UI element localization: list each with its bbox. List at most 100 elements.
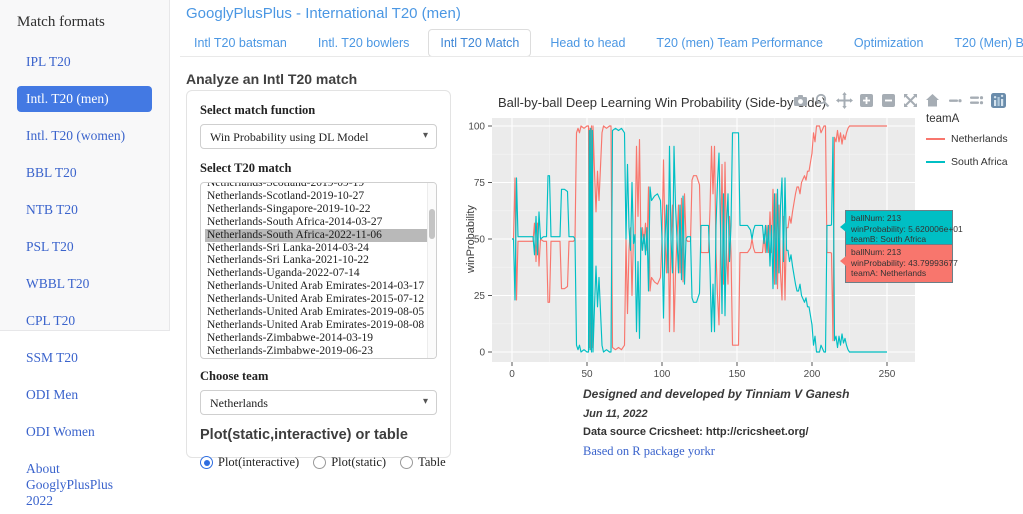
team-value: Netherlands	[210, 396, 268, 410]
hover-compare-icon[interactable]	[968, 92, 985, 109]
output-mode-heading: Plot(static,interactive) or table	[200, 427, 408, 443]
series-line-netherlands	[512, 125, 887, 351]
plot-panel	[492, 118, 915, 362]
tab-underline	[180, 56, 1023, 57]
camera-icon[interactable]	[792, 92, 809, 109]
list-item[interactable]: Netherlands-United Arab Emirates-2015-07…	[207, 293, 425, 306]
match-function-value: Win Probability using DL Model	[210, 130, 369, 144]
zoom-in-icon[interactable]	[858, 92, 875, 109]
sidebar-item-wbbl-t20[interactable]: WBBL T20	[26, 276, 90, 291]
legend-line-swatch	[926, 161, 945, 163]
list-item[interactable]: Netherlands-United Arab Emirates-2019-08…	[207, 306, 425, 319]
match-select-label: Select T20 match	[200, 161, 292, 175]
tab-intl-t20-bowlers[interactable]: Intl. T20 bowlers	[317, 36, 410, 50]
list-item[interactable]: Netherlands-Zimbabwe-2014-03-19	[207, 331, 374, 344]
footer-data-source: Data source Cricsheet: http://cricsheet.…	[583, 426, 809, 438]
radio-icon	[200, 456, 213, 469]
radio-icon	[400, 456, 414, 469]
win-probability-chart: 0501001502002500255075100ballNumwinProba…	[465, 112, 920, 396]
list-item[interactable]: Netherlands-United Arab Emirates-2019-08…	[207, 318, 425, 331]
footer-yorkr-link[interactable]: Based on R package yorkr	[583, 444, 715, 458]
zoom-out-icon[interactable]	[880, 92, 897, 109]
page-title: GooglyPlusPlus - International T20 (men)	[186, 5, 461, 22]
radio-label: Table	[418, 455, 446, 469]
sidebar-item-odi-women[interactable]: ODI Women	[26, 424, 95, 439]
svg-text:50: 50	[474, 235, 486, 246]
tab-t20-men-team-performance[interactable]: T20 (men) Team Performance	[656, 36, 823, 50]
list-item[interactable]: Netherlands-Scotland-2019-10-27	[207, 189, 365, 202]
autoscale-icon[interactable]	[902, 92, 919, 109]
footer-date: Jun 11, 2022	[583, 408, 648, 420]
tab-t20-men-batting-performance[interactable]: T20 (Men) Batting Performance	[954, 36, 1023, 50]
listbox-scrollbar[interactable]	[427, 183, 436, 358]
chart-legend: teamA Netherlands South Africa	[926, 113, 1008, 179]
list-item[interactable]: Netherlands-South Africa-2022-11-06	[205, 228, 433, 242]
list-item[interactable]: Netherlands-Zimbabwe-2019-06-23	[207, 344, 374, 357]
zoom-icon[interactable]	[814, 92, 831, 109]
listbox-scrollbar-thumb[interactable]	[429, 209, 435, 239]
legend-entry-netherlands[interactable]: Netherlands	[926, 133, 1008, 145]
list-item[interactable]: Netherlands-Sri Lanka-2014-03-24	[207, 241, 369, 254]
sidebar-item-bbl-t20[interactable]: BBL T20	[26, 165, 77, 180]
tab-bar: Intl T20 batsman Intl. T20 bowlers Intl T2…	[182, 29, 1023, 57]
tab-optimization[interactable]: Optimization	[853, 36, 924, 50]
series-line-south-africa	[512, 127, 887, 353]
tooltip-line: ballNum: 213	[851, 247, 902, 257]
match-function-select[interactable]: Win Probability using DL Model ▾	[200, 124, 437, 149]
sidebar-title: Match formats	[17, 14, 105, 30]
sidebar-item-odi-men[interactable]: ODI Men	[26, 387, 79, 402]
radio-table[interactable]: Table	[400, 455, 446, 470]
radio-label: Plot(interactive)	[218, 455, 300, 469]
output-mode-radios: Plot(interactive) Plot(static) Table	[200, 455, 446, 470]
team-label: Choose team	[200, 369, 269, 383]
reset-axes-icon[interactable]	[924, 92, 941, 109]
analyze-heading: Analyze an Intl T20 match	[186, 71, 358, 87]
sidebar: Match formats IPL T20 Intl. T20 (men) Intl…	[0, 0, 170, 508]
sidebar-item-ssm-t20[interactable]: SSM T20	[26, 350, 78, 365]
svg-text:0: 0	[479, 348, 485, 359]
chart-plot-area: 0501001502002500255075100ballNumwinProba…	[465, 118, 915, 396]
tooltip-arrow	[840, 222, 846, 232]
sidebar-items: IPL T20 Intl. T20 (men) Intl. T20 (women) B…	[17, 49, 152, 514]
list-item[interactable]: Netherlands-Sri Lanka-2021-10-22	[207, 254, 369, 267]
svg-text:50: 50	[581, 369, 593, 380]
sidebar-item-ntb-t20[interactable]: NTB T20	[26, 202, 78, 217]
list-item[interactable]: Netherlands-United Arab Emirates-2014-03…	[207, 280, 425, 293]
chart-footer: Designed and developed by Tinniam V Gane…	[583, 387, 850, 459]
svg-text:75: 75	[474, 178, 486, 189]
match-listbox[interactable]: Netherlands-Scotland-2019-09-19 Netherlan…	[200, 182, 437, 359]
hover-closest-icon[interactable]	[946, 92, 963, 109]
sidebar-item-about-googlyplusplus-2022[interactable]: About GooglyPlusPlus 2022	[26, 461, 114, 508]
sidebar-item-cpl-t20[interactable]: CPL T20	[26, 313, 76, 328]
tab-intl-t20-batsman[interactable]: Intl T20 batsman	[194, 36, 287, 50]
radio-plot-interactive-[interactable]: Plot(interactive)	[200, 455, 299, 470]
match-function-label: Select match function	[200, 103, 316, 117]
svg-text:25: 25	[474, 291, 486, 302]
list-item[interactable]: Netherlands-Uganda-2022-07-14	[207, 267, 360, 280]
radio-label: Plot(static)	[331, 455, 387, 469]
pan-icon[interactable]	[836, 92, 853, 109]
list-item[interactable]: Netherlands-Singapore-2019-10-22	[207, 202, 371, 215]
list-item[interactable]: Netherlands-South Africa-2014-03-27	[207, 215, 383, 228]
legend-line-swatch	[926, 138, 945, 140]
legend-label: South Africa	[951, 156, 1008, 168]
plotly-logo-icon[interactable]	[990, 92, 1007, 109]
match-list: Netherlands-Scotland-2019-09-19 Netherlan…	[201, 182, 436, 359]
tooltip-line: teamA: Netherlands	[851, 268, 927, 278]
list-item[interactable]: Netherlands-Scotland-2019-09-19	[207, 182, 365, 189]
tab-head-to-head[interactable]: Head to head	[550, 36, 626, 50]
team-select[interactable]: Netherlands ▾	[200, 390, 437, 415]
control-card: Select match function Win Probability us…	[186, 90, 451, 469]
sidebar-item-psl-t20[interactable]: PSL T20	[26, 239, 74, 254]
tooltip-arrow	[840, 256, 846, 266]
sidebar-item-ipl-t20[interactable]: IPL T20	[26, 54, 71, 69]
chart-tooltip: ballNum: 213 winProbability: 43.79993677 t…	[840, 244, 958, 283]
radio-plot-static-[interactable]: Plot(static)	[313, 455, 386, 470]
list-item[interactable]: Netherlands-Zimbabwe-2019-06-25	[205, 358, 433, 359]
sidebar-item-intl-t20-women-[interactable]: Intl. T20 (women)	[26, 128, 126, 143]
legend-entry-south-africa[interactable]: South Africa	[926, 156, 1008, 168]
chevron-down-icon: ▾	[422, 130, 428, 141]
chart-tooltip: ballNum: 213 winProbability: 5.620006e+01…	[840, 210, 963, 249]
tab-intl-t20-match[interactable]: Intl T20 Match	[428, 29, 532, 57]
sidebar-item-intl-t20-men-[interactable]: Intl. T20 (men)	[17, 86, 152, 112]
